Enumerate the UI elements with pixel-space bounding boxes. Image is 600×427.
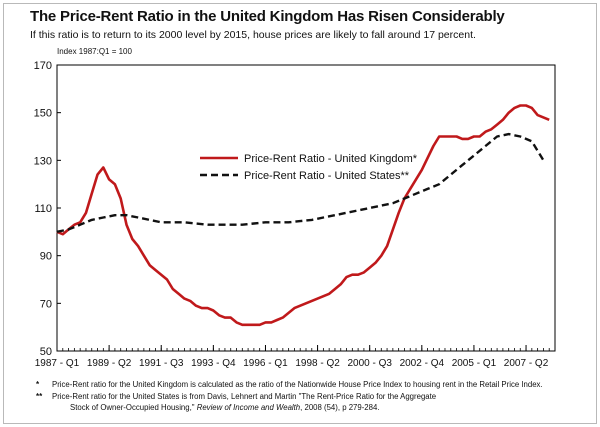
x-tick-label-8: 2005 - Q1 [452,358,497,369]
index-note: Index 1987:Q1 = 100 [57,47,132,56]
footnote-2-cont-post: , 2008 (54), p 279-284. [300,403,380,412]
x-tick-label-6: 2000 - Q3 [347,358,392,369]
chart-legend: Price-Rent Ratio - United Kingdom* Price-… [200,153,418,182]
footnote-2-mark: ** [36,392,43,401]
footnote-2-journal: Review of Income and Wealth [194,403,301,412]
x-tick-label-1: 1989 - Q2 [87,358,132,369]
x-tick-label-4: 1996 - Q1 [243,358,288,369]
y-tick-label-90: 90 [40,251,52,263]
y-tick-label-110: 110 [34,203,52,215]
x-tick-label-9: 2007 - Q2 [504,358,549,369]
footnote-1-text: Price-Rent ratio for the United Kingdom … [52,380,543,389]
x-tick-label-0: 1987 - Q1 [35,358,80,369]
footnote-2-text: Price-Rent ratio for the United States i… [52,392,437,401]
us-series-line [56,132,545,233]
legend-label-us: Price-Rent Ratio - United States** [244,170,410,182]
chart-frame [3,3,597,424]
x-tick-label-5: 1998 - Q2 [295,358,340,369]
x-tick-label-3: 1993 - Q4 [191,358,236,369]
chart-axes: 50 70 90 110 130 150 170 1987 - Q1 1989 - Q2 1991… [34,60,556,369]
y-tick-label-70: 70 [40,298,52,310]
chart-series [56,104,550,327]
y-tick-label-150: 150 [34,108,52,120]
x-tick-label-7: 2002 - Q4 [400,358,445,369]
footnote-2-continuation: Stock of Owner-Occupied Housing," Review… [70,403,379,413]
plot-area-border [56,64,556,352]
footnote-1-mark: * [36,380,40,389]
y-tick-label-170: 170 [34,60,52,72]
uk-series-line [56,104,550,327]
footnote-2-cont-pre: Stock of Owner-Occupied Housing," [70,403,195,412]
y-tick-label-50: 50 [40,346,52,358]
x-tick-label-2: 1991 - Q3 [139,358,184,369]
chart-title: The Price-Rent Ratio in the United Kingd… [30,8,505,25]
legend-label-uk: Price-Rent Ratio - United Kingdom* [244,153,418,165]
chart-subtitle: If this ratio is to return to its 2000 l… [30,29,476,41]
y-tick-label-130: 130 [34,155,52,167]
